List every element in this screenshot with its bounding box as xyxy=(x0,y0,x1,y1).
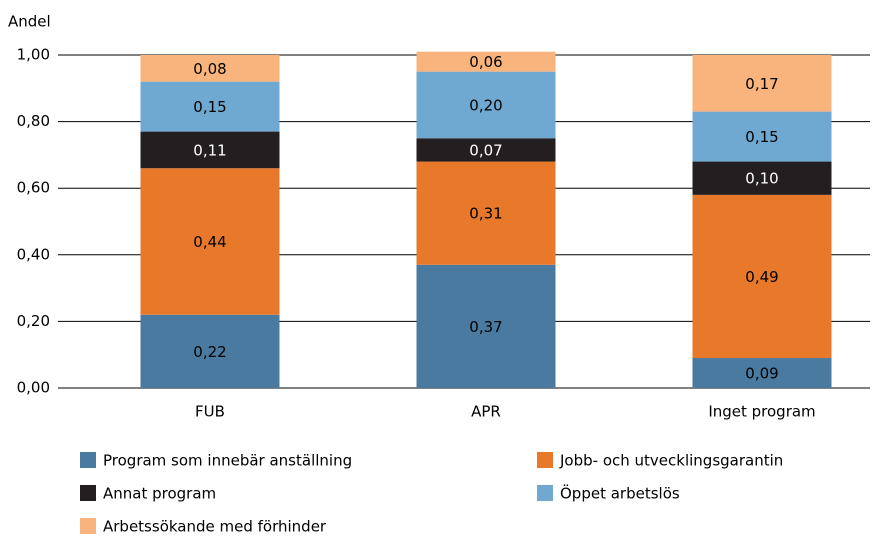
y-axis-label: Andel xyxy=(8,13,51,31)
data-label: 0,17 xyxy=(745,75,778,93)
bar-segment xyxy=(692,194,832,359)
bar-segment xyxy=(692,111,832,162)
data-label: 0,10 xyxy=(745,170,778,188)
data-label: 0,15 xyxy=(745,128,778,146)
y-tick-label: 0,60 xyxy=(17,179,50,197)
x-tick-label: FUB xyxy=(195,403,225,421)
bar-segment xyxy=(140,314,280,388)
x-tick-label: APR xyxy=(471,403,501,421)
data-label: 0,37 xyxy=(469,318,502,336)
data-label: 0,06 xyxy=(469,53,502,71)
y-tick-label: 1,00 xyxy=(17,46,50,64)
legend-label: Arbetssökande med förhinder xyxy=(103,518,327,536)
bar-segment xyxy=(416,161,556,265)
bar-segment xyxy=(140,81,280,132)
data-label: 0,07 xyxy=(469,141,502,159)
bar-segment xyxy=(140,131,280,169)
data-label: 0,22 xyxy=(193,343,226,361)
legend-swatch xyxy=(537,485,553,501)
legend-label: Jobb- och utvecklingsgarantin xyxy=(559,452,783,470)
data-label: 0,49 xyxy=(745,268,778,286)
x-tick-label: Inget program xyxy=(708,403,815,421)
bar-segment xyxy=(692,55,832,112)
legend-label: Annat program xyxy=(103,485,216,503)
y-tick-label: 0,20 xyxy=(17,312,50,330)
bar-segment xyxy=(416,51,556,72)
legend-swatch xyxy=(80,485,96,501)
bar-segment xyxy=(140,168,280,315)
bar-segment xyxy=(416,264,556,388)
legend-swatch xyxy=(80,518,96,534)
y-tick-label: 0,40 xyxy=(17,245,50,263)
data-label: 0,31 xyxy=(469,205,502,223)
data-label: 0,09 xyxy=(745,365,778,383)
legend-swatch xyxy=(80,452,96,468)
legend-swatch xyxy=(537,452,553,468)
legend-label: Öppet arbetslös xyxy=(560,484,680,503)
data-label: 0,20 xyxy=(469,96,502,114)
data-label: 0,11 xyxy=(193,141,226,159)
data-label: 0,08 xyxy=(193,60,226,78)
data-label: 0,15 xyxy=(193,98,226,116)
bar-segment xyxy=(692,161,832,195)
y-tick-label: 0,80 xyxy=(17,112,50,130)
data-label: 0,44 xyxy=(193,233,226,251)
bar-segment xyxy=(692,358,832,388)
bar-segment xyxy=(140,55,280,82)
legend-label: Program som innebär anställning xyxy=(103,452,352,470)
bar-segment xyxy=(416,71,556,139)
bar-segment xyxy=(416,138,556,162)
y-tick-label: 0,00 xyxy=(17,379,50,397)
